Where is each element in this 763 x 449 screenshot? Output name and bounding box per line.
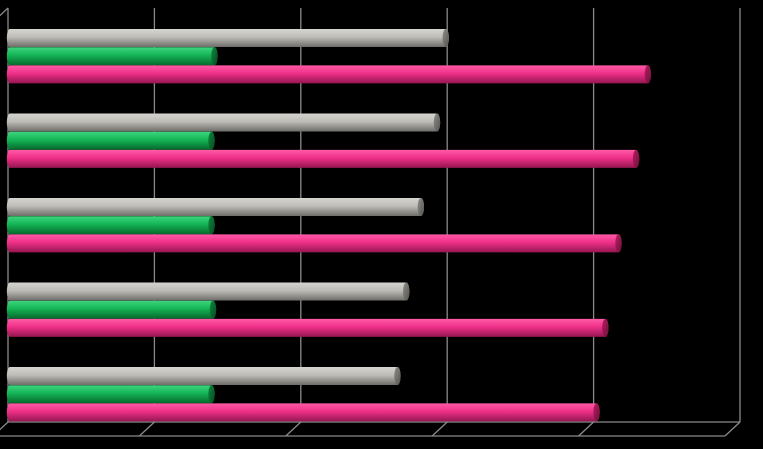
bar [6, 65, 651, 84]
bar-body [6, 47, 218, 66]
bar-end-cap [403, 282, 410, 301]
bar [6, 131, 215, 150]
bar-body [6, 282, 410, 301]
bar [6, 300, 217, 319]
bar-body [6, 198, 425, 216]
bar [6, 216, 215, 235]
bar-end-cap [433, 113, 441, 132]
floor-tick [578, 421, 595, 437]
floor-tick [285, 421, 302, 437]
bar-end-cap [417, 198, 425, 216]
bar [6, 318, 609, 337]
bar [6, 113, 441, 132]
bar-body [6, 367, 401, 385]
bar-end-cap [211, 47, 218, 66]
bar-body [6, 131, 215, 150]
bar-body [6, 65, 651, 84]
bar-body [6, 403, 600, 422]
bar [6, 367, 401, 385]
floor-tick [0, 421, 9, 431]
bar [6, 29, 449, 47]
bar-body [6, 149, 640, 168]
bar-body [6, 318, 609, 337]
bar-body [6, 234, 622, 253]
bar-end-cap [208, 131, 215, 150]
bar-end-cap [208, 385, 215, 404]
bar-body [6, 113, 441, 132]
bar-end-cap [615, 234, 622, 253]
bar-end-cap [394, 367, 401, 385]
bar-body [6, 300, 217, 319]
bar-end-cap [208, 216, 215, 235]
bars-layer [6, 29, 651, 422]
side-wall-top-edge [0, 7, 9, 17]
bar [6, 234, 622, 253]
floor-tick [431, 421, 448, 437]
bar-end-cap [593, 403, 600, 422]
bar [6, 282, 410, 301]
bar [6, 198, 425, 216]
bar-end-cap [442, 29, 449, 47]
floor-tick [138, 421, 155, 437]
bar-body [6, 385, 215, 404]
bar-end-cap [209, 300, 217, 319]
bar [6, 149, 640, 168]
bar-body [6, 216, 215, 235]
bar-body [6, 29, 449, 47]
bar [6, 403, 600, 422]
bar-end-cap [644, 65, 651, 84]
bar [6, 385, 215, 404]
floor-tick [724, 421, 741, 437]
bar-end-cap [632, 149, 640, 168]
bar-end-cap [602, 318, 609, 337]
bar [6, 47, 218, 66]
